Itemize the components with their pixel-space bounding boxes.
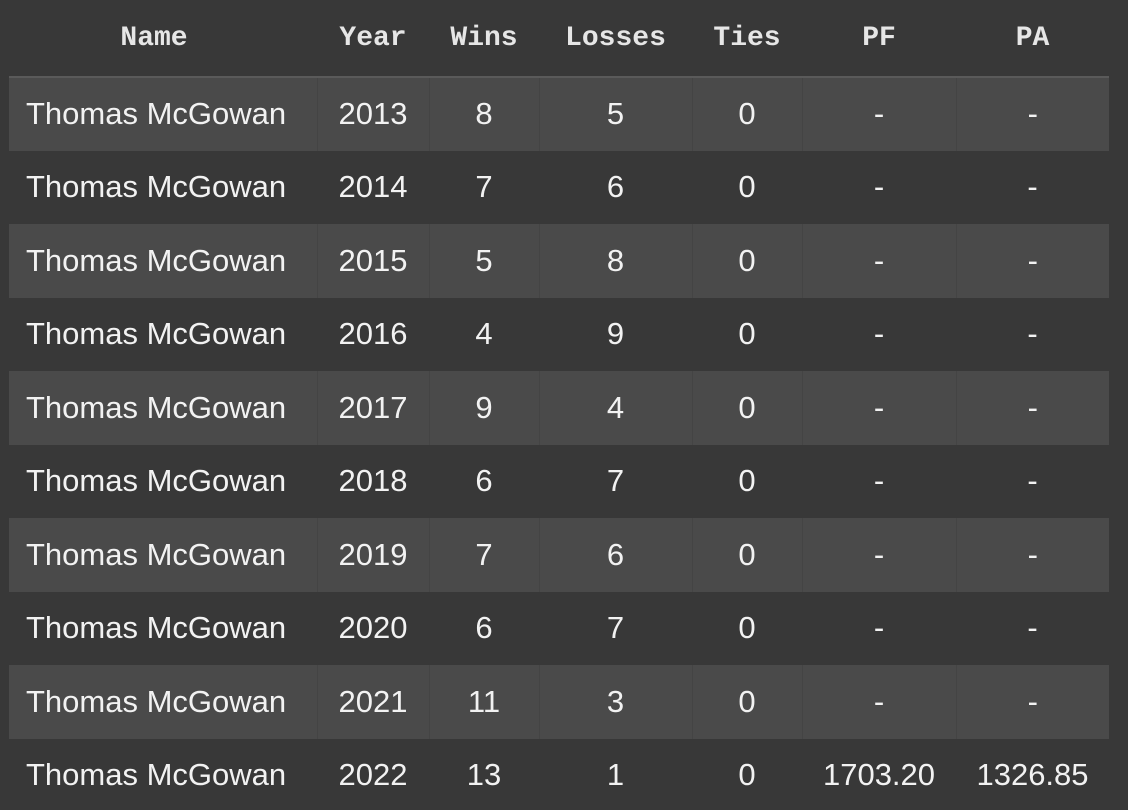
column-header-ties: Ties <box>692 0 802 78</box>
table-row: Thomas McGowan 2018 6 7 0 - - <box>9 444 1109 518</box>
cell-losses: 6 <box>606 169 625 205</box>
cell-losses: 5 <box>538 77 692 151</box>
cell-pf: - <box>801 77 956 151</box>
cell-name: Thomas McGowan <box>26 169 287 205</box>
cell-pa: - <box>955 371 1109 445</box>
cell-pf: - <box>873 169 885 205</box>
cell-pf: - <box>801 371 956 445</box>
table-row: Thomas McGowan 2014 7 6 0 - - <box>9 150 1109 224</box>
cell-year: 2018 <box>338 463 408 499</box>
cell-pa: - <box>1027 610 1038 646</box>
column-header-pf: PF <box>802 0 956 78</box>
cell-ties: 0 <box>738 757 756 793</box>
table-row: Thomas McGowan 2020 6 7 0 - - <box>9 591 1109 665</box>
cell-pf: - <box>801 518 956 592</box>
cell-wins: 4 <box>475 316 493 352</box>
cell-name: Thomas McGowan <box>26 96 287 132</box>
cell-ties: 0 <box>738 169 756 205</box>
results-table: Name Year Wins Losses Ties PF PA Thomas … <box>9 0 1109 810</box>
cell-wins: 7 <box>428 518 539 592</box>
cell-year: 2016 <box>338 316 408 352</box>
column-header-wins: Wins <box>429 0 539 78</box>
cell-pa: 1326.85 <box>976 757 1089 793</box>
cell-losses: 4 <box>538 371 692 445</box>
cell-pa: - <box>955 77 1109 151</box>
cell-year: 2019 <box>316 518 429 592</box>
cell-name: Thomas McGowan <box>26 389 287 425</box>
cell-losses: 1 <box>606 757 625 793</box>
cell-ties: 0 <box>691 665 802 739</box>
cell-year: 2014 <box>338 169 408 205</box>
cell-wins: 6 <box>475 610 493 646</box>
cell-pa: - <box>1027 169 1038 205</box>
cell-losses: 3 <box>538 665 692 739</box>
cell-losses: 8 <box>538 224 692 298</box>
cell-losses: 9 <box>606 316 625 352</box>
cell-name: Thomas McGowan <box>26 316 287 352</box>
cell-year: 2015 <box>316 224 429 298</box>
cell-wins: 6 <box>475 463 493 499</box>
cell-ties: 0 <box>691 371 802 445</box>
cell-name: Thomas McGowan <box>26 536 287 572</box>
cell-name: Thomas McGowan <box>26 463 287 499</box>
cell-pa: - <box>955 224 1109 298</box>
table-row: Thomas McGowan 2019 7 6 0 - - <box>9 518 1109 592</box>
table-row: Thomas McGowan 2017 9 4 0 - - <box>9 371 1109 445</box>
cell-pa: - <box>1027 463 1038 499</box>
cell-wins: 11 <box>428 665 539 739</box>
cell-ties: 0 <box>738 316 756 352</box>
cell-losses: 6 <box>538 518 692 592</box>
cell-pa: - <box>955 518 1109 592</box>
cell-ties: 0 <box>691 518 802 592</box>
cell-year: 2017 <box>316 371 429 445</box>
cell-pf: 1703.20 <box>822 757 936 793</box>
header-row: Name Year Wins Losses Ties PF PA <box>9 0 1109 78</box>
cell-name: Thomas McGowan <box>26 242 287 278</box>
cell-pa: - <box>955 665 1109 739</box>
cell-pf: - <box>873 610 885 646</box>
table-row: Thomas McGowan 2021 11 3 0 - - <box>9 665 1109 739</box>
cell-losses: 7 <box>606 463 625 499</box>
table-body: Thomas McGowan 2013 8 5 0 - - Thomas McG… <box>9 77 1109 810</box>
cell-pf: - <box>873 463 885 499</box>
cell-year: 2020 <box>338 610 408 646</box>
table-row: Thomas McGowan 2016 4 9 0 - - <box>9 297 1109 371</box>
cell-pf: - <box>801 665 956 739</box>
cell-ties: 0 <box>691 224 802 298</box>
cell-name: Thomas McGowan <box>26 683 287 719</box>
cell-pf: - <box>801 224 956 298</box>
cell-wins: 13 <box>466 757 502 793</box>
table-row: Thomas McGowan 2022 13 1 0 1703.20 1326.… <box>9 738 1109 810</box>
table-row: Thomas McGowan 2013 8 5 0 - - <box>9 77 1109 151</box>
table-header: Name Year Wins Losses Ties PF PA <box>9 0 1109 78</box>
cell-ties: 0 <box>738 610 756 646</box>
column-header-losses: Losses <box>539 0 692 78</box>
cell-year: 2022 <box>338 757 408 793</box>
cell-wins: 5 <box>428 224 539 298</box>
cell-ties: 0 <box>691 77 802 151</box>
cell-name: Thomas McGowan <box>26 610 287 646</box>
cell-pa: - <box>1027 316 1038 352</box>
table-row: Thomas McGowan 2015 5 8 0 - - <box>9 224 1109 298</box>
cell-year: 2021 <box>316 665 429 739</box>
cell-year: 2013 <box>316 77 429 151</box>
cell-wins: 8 <box>428 77 539 151</box>
column-header-year: Year <box>317 0 429 78</box>
cell-losses: 7 <box>606 610 625 646</box>
cell-wins: 9 <box>428 371 539 445</box>
column-header-pa: PA <box>956 0 1109 78</box>
column-header-name: Name <box>9 0 317 78</box>
cell-name: Thomas McGowan <box>26 757 287 793</box>
cell-ties: 0 <box>738 463 756 499</box>
cell-pf: - <box>873 316 885 352</box>
cell-wins: 7 <box>475 169 493 205</box>
